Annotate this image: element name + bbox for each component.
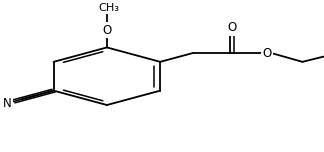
- Text: O: O: [262, 47, 272, 60]
- Text: N: N: [3, 97, 11, 110]
- Text: O: O: [227, 21, 236, 34]
- Text: CH₃: CH₃: [98, 3, 119, 13]
- Text: O: O: [102, 24, 111, 36]
